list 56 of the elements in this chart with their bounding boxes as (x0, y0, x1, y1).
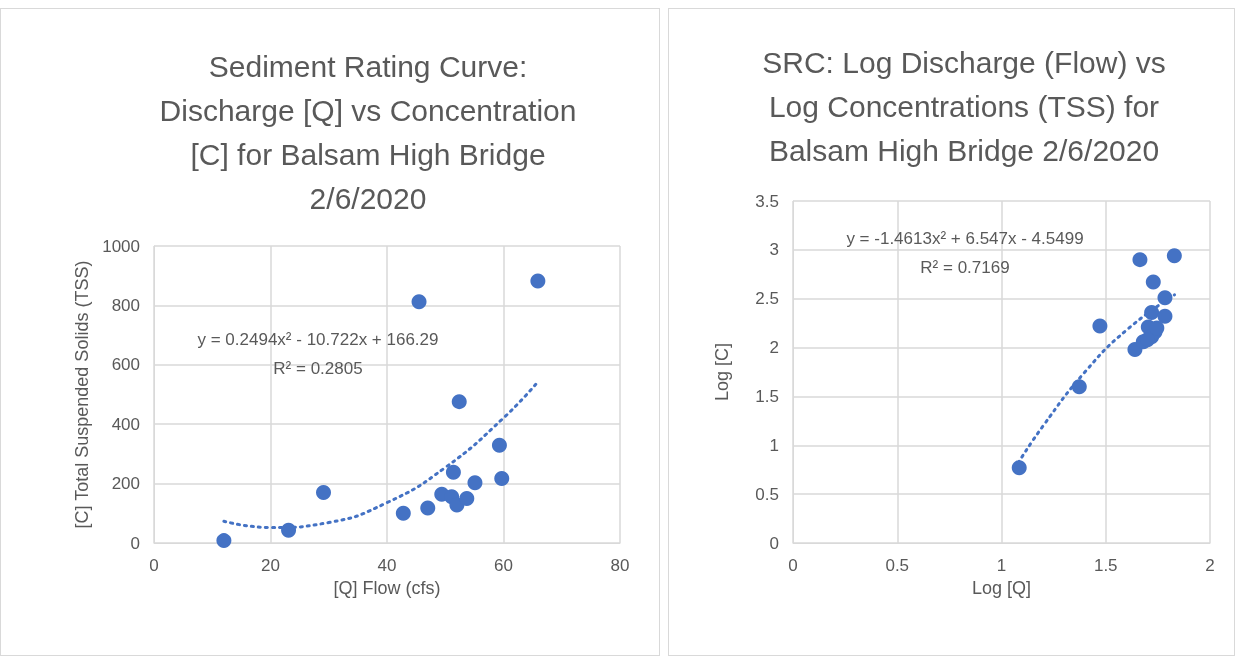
x-tick-label: 80 (610, 556, 630, 575)
chart-title: Sediment Rating Curve: Discharge [Q] vs Concentration [C] for Balsam High Bridge 2/6/2020 (159, 49, 577, 215)
x-tick-label: 1 (996, 556, 1007, 575)
x-tick-label: 1.5 (1093, 556, 1118, 575)
point (1157, 290, 1173, 306)
annotation: R² = 0.2805 (273, 358, 363, 378)
annotation: y = -1.4613x² + 6.547x - 4.5499 (846, 228, 1084, 248)
y-tick-label: 1 (769, 435, 779, 455)
y-tick-label: 0.5 (755, 484, 779, 504)
x-tick-label: 0 (149, 556, 159, 575)
point (491, 437, 507, 453)
point (451, 394, 467, 410)
point (1166, 248, 1182, 264)
y-tick-label: 1.5 (755, 386, 779, 406)
y-tick-label: 0 (130, 533, 140, 553)
x-axis-title: [Q] Flow (cfs) (333, 578, 441, 598)
x-axis-title: Log [Q] (971, 578, 1032, 598)
y-axis-title: Log [C] (712, 342, 732, 402)
y-tick-label: 2.5 (755, 289, 779, 309)
point (1145, 274, 1161, 290)
x-tick-label: 60 (494, 556, 513, 575)
point (1071, 379, 1087, 395)
y-axis-title: [C] Total Suspended Solids (TSS) (72, 260, 93, 529)
annotation: y = 0.2494x² - 10.722x + 166.29 (197, 329, 439, 349)
y-tick-label: 3 (769, 240, 779, 260)
point (420, 500, 436, 516)
point (445, 464, 461, 480)
y-tick-label: 3.5 (755, 191, 779, 211)
y-tick-label: 600 (111, 355, 140, 375)
point (494, 471, 510, 487)
point (1092, 318, 1108, 334)
point (467, 475, 483, 491)
x-tick-label: 0 (788, 556, 798, 575)
point (530, 273, 546, 289)
point (1011, 460, 1027, 476)
point (1132, 252, 1148, 268)
y-tick-label: 0 (769, 533, 779, 553)
point (1157, 308, 1173, 324)
y-tick-label: 200 (111, 474, 140, 494)
annotation: R² = 0.7169 (920, 257, 1010, 277)
y-tick-label: 800 (111, 295, 140, 315)
point (411, 294, 427, 310)
point (459, 490, 475, 506)
x-tick-label: 0.5 (885, 556, 910, 575)
point (281, 522, 297, 538)
point (395, 505, 411, 521)
y-tick-label: 1000 (102, 236, 140, 256)
point (316, 485, 332, 501)
x-tick-label: 20 (261, 556, 280, 575)
x-tick-label: 2 (1205, 556, 1215, 575)
x-tick-label: 40 (377, 556, 397, 575)
chart-title: SRC: Log Discharge (Flow) vs Log Concentrations (TSS) for Balsam High Bridge 2/6/2020 (762, 45, 1166, 167)
y-tick-label: 400 (111, 414, 140, 434)
y-tick-label: 2 (769, 338, 779, 358)
point (216, 533, 232, 549)
point (1144, 304, 1160, 320)
